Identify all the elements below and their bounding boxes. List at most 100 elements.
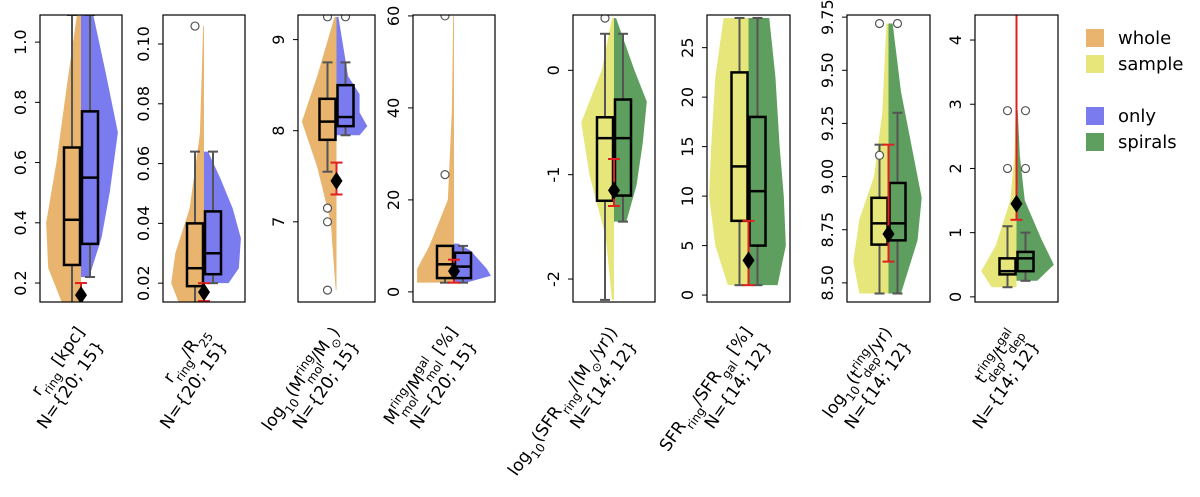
flier bbox=[440, 15, 450, 21]
y-tick-label: 25 bbox=[678, 37, 697, 57]
flier bbox=[322, 285, 333, 295]
plot-frame bbox=[572, 14, 656, 303]
plot-area bbox=[709, 16, 786, 287]
plot-frame bbox=[706, 14, 791, 303]
flier bbox=[1002, 163, 1013, 174]
box bbox=[185, 222, 205, 288]
ring-marker bbox=[608, 181, 620, 200]
y-tick-label: 0.06 bbox=[134, 146, 153, 182]
legend-swatch bbox=[1086, 55, 1104, 73]
ring-marker bbox=[882, 224, 895, 243]
y-tick-label: 0.04 bbox=[134, 206, 153, 242]
panel: -2 -1 0 log10(SFRring/(M⊙/yr))N={14; 12} bbox=[504, 14, 656, 482]
legend-label: whole bbox=[1118, 28, 1171, 49]
y-tick-label: 0.4 bbox=[11, 210, 30, 235]
flier bbox=[874, 18, 885, 29]
flier bbox=[1020, 106, 1031, 116]
ring-marker bbox=[75, 286, 87, 302]
x-label-line: log10(Mringmol/M⊙) bbox=[256, 322, 349, 438]
box bbox=[62, 146, 82, 267]
plot-area bbox=[46, 15, 118, 302]
flier bbox=[440, 169, 450, 180]
y-tick-label: 0.02 bbox=[134, 265, 153, 301]
panel: 7 8 9 log10(Mringmol/M⊙)N={20; 15} bbox=[256, 14, 376, 438]
legend-label: only bbox=[1118, 106, 1156, 127]
y-tick-label: 9 bbox=[269, 35, 288, 45]
x-label: Mringmol/Mgalmol [%]N={20; 15} bbox=[380, 323, 482, 433]
y-tick-label: 2 bbox=[946, 163, 965, 173]
flier bbox=[322, 15, 333, 22]
box bbox=[748, 115, 767, 247]
box bbox=[1016, 250, 1035, 273]
y-tick-label: 40 bbox=[384, 98, 403, 118]
box bbox=[336, 83, 355, 128]
flier bbox=[600, 15, 610, 23]
flier bbox=[322, 203, 333, 213]
plot-frame bbox=[39, 14, 123, 303]
y-tick-label: 0 bbox=[544, 65, 563, 75]
y-tick-label: 0.10 bbox=[134, 26, 153, 62]
violin-half bbox=[709, 17, 749, 286]
ring-marker bbox=[448, 262, 460, 281]
flier bbox=[892, 18, 903, 29]
y-tick-label: 3 bbox=[946, 99, 965, 109]
legend-swatch bbox=[1086, 29, 1104, 47]
flier bbox=[322, 217, 333, 227]
legend-label: sample bbox=[1118, 54, 1183, 75]
ring-marker bbox=[742, 251, 755, 270]
violin-half bbox=[336, 16, 368, 136]
y-tick-label: 0 bbox=[384, 287, 403, 297]
y-tick-label: 0.2 bbox=[11, 270, 30, 295]
x-label-line: log10(SFRring/(M⊙/yr)) bbox=[504, 323, 626, 482]
plot-area bbox=[301, 15, 368, 295]
box bbox=[613, 98, 633, 197]
violin-half bbox=[81, 15, 118, 278]
y-tick-label: 10 bbox=[678, 186, 697, 206]
x-label: SFRring/SFRgal [%]N={14; 12} bbox=[656, 323, 776, 455]
y-tick-label: 9.50 bbox=[818, 52, 837, 88]
flier bbox=[874, 150, 885, 160]
panel: 8.50 8.75 9.00 9.25 9.50 9.75 log10(tringdep/y… bbox=[818, 0, 931, 433]
box bbox=[318, 97, 337, 142]
y-tick-label: 4 bbox=[946, 35, 965, 45]
x-label: log10(tringdep/yr)N={14; 12} bbox=[819, 323, 916, 433]
plot-frame bbox=[162, 14, 246, 303]
y-tick-label: 0.6 bbox=[11, 150, 30, 175]
y-tick-label: 0 bbox=[946, 292, 965, 302]
plot-area bbox=[581, 15, 647, 301]
y-tick-label: 8.50 bbox=[818, 265, 837, 301]
violin-half bbox=[301, 16, 337, 291]
y-tick-label: 20 bbox=[384, 190, 403, 210]
legend-swatch bbox=[1086, 107, 1104, 125]
violin-half bbox=[853, 23, 889, 294]
plot-area bbox=[853, 18, 922, 295]
y-tick-label: 5 bbox=[678, 240, 697, 250]
ring-marker bbox=[1010, 194, 1023, 213]
x-label: rring [kpc]N={20; 15} bbox=[27, 323, 108, 433]
violin-half bbox=[204, 151, 241, 284]
y-tick-label: 20 bbox=[678, 87, 697, 107]
legend-swatch bbox=[1086, 133, 1104, 151]
flier bbox=[1020, 163, 1031, 174]
y-tick-label: 8.75 bbox=[818, 212, 837, 248]
y-tick-label: 0.08 bbox=[134, 86, 153, 122]
y-tick-label: 7 bbox=[269, 217, 288, 227]
legend-label: spirals bbox=[1118, 132, 1177, 153]
plot-frame bbox=[846, 14, 931, 303]
plot-area bbox=[171, 21, 241, 302]
y-tick-label: 1.0 bbox=[11, 29, 30, 54]
y-tick-label: -2 bbox=[544, 271, 563, 287]
x-label: log10(Mringmol/M⊙)N={20; 15} bbox=[256, 322, 364, 438]
x-label: log10(SFRring/(M⊙/yr))N={14; 12} bbox=[504, 323, 641, 482]
y-tick-label: 0 bbox=[678, 290, 697, 300]
y-tick-label: 1 bbox=[946, 228, 965, 238]
flier bbox=[190, 21, 200, 31]
violin-half bbox=[454, 243, 491, 283]
ring-marker bbox=[330, 171, 343, 190]
plot-area bbox=[981, 15, 1054, 289]
panel: 0 20 40 60 Mringmol/Mgalmol [%]N={20; 15} bbox=[380, 6, 496, 433]
box bbox=[730, 71, 749, 223]
